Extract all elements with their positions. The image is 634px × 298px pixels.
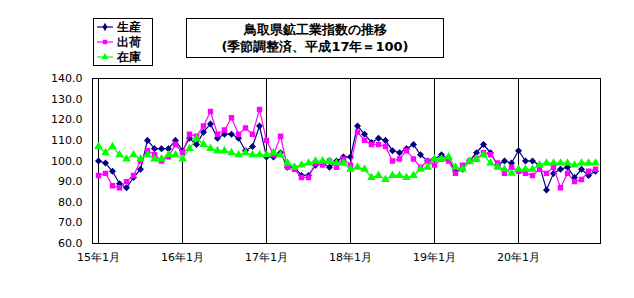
svg-text:16年1月: 16年1月 (161, 251, 204, 264)
svg-text:18年1月: 18年1月 (329, 251, 372, 264)
svg-text:140.0: 140.0 (51, 72, 83, 85)
svg-text:17年1月: 17年1月 (245, 251, 288, 264)
svg-text:15年1月: 15年1月 (77, 251, 120, 264)
svg-text:在庫: 在庫 (116, 50, 141, 64)
html-text:鳥取県鉱工業指数の推移: 鳥取県鉱工業指数の推移 (243, 22, 387, 37)
svg-text:130.0: 130.0 (51, 93, 83, 106)
svg-text:20年1月: 20年1月 (497, 251, 540, 264)
svg-text:19年1月: 19年1月 (413, 251, 456, 264)
svg-text:60.0: 60.0 (58, 237, 83, 250)
svg-text:100.0: 100.0 (51, 155, 83, 168)
svg-text:生産: 生産 (116, 20, 141, 34)
svg-text:70.0: 70.0 (58, 216, 83, 229)
svg-text:90.0: 90.0 (58, 175, 83, 188)
svg-text:80.0: 80.0 (58, 196, 83, 209)
svg-text:120.0: 120.0 (51, 113, 83, 126)
svg-text:出荷: 出荷 (117, 35, 141, 49)
svg-text:110.0: 110.0 (51, 134, 83, 147)
html-text:(季節調整済、平成17年＝100): (季節調整済、平成17年＝100) (221, 39, 409, 54)
